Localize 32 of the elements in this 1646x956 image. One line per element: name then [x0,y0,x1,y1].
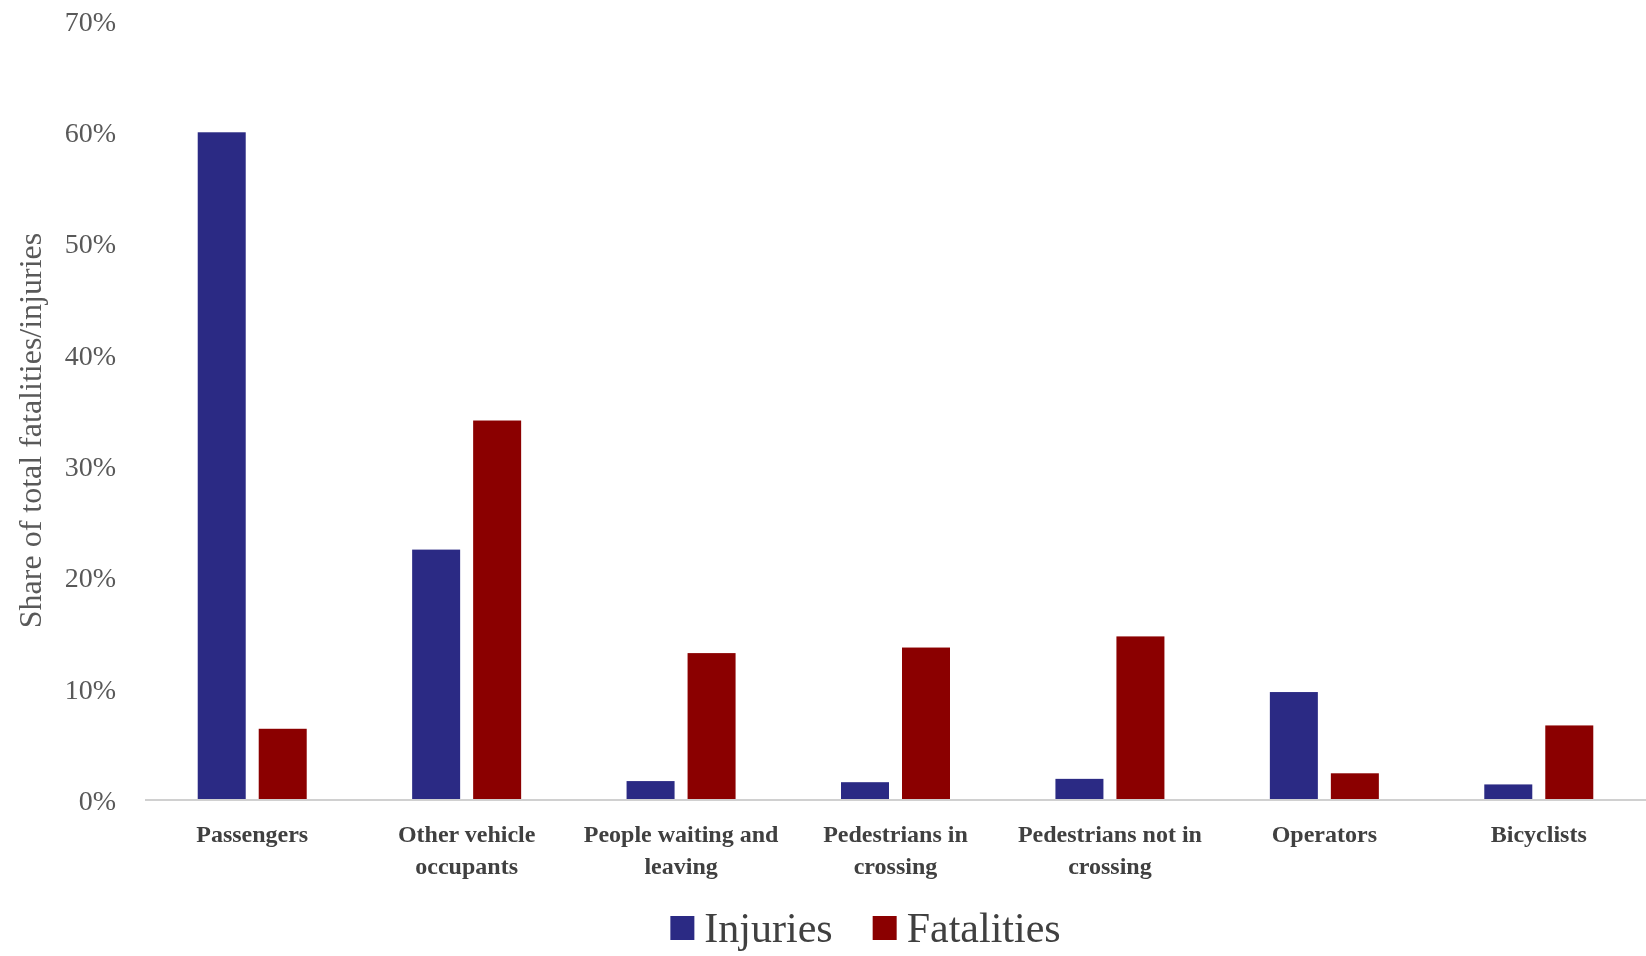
x-tick-label: Operators [1271,821,1378,847]
bar [1116,636,1165,800]
bar [473,420,522,800]
y-tick-label: 10% [64,673,116,705]
y-tick-label: 0% [78,784,116,816]
x-tick-label: Bicyclists [1490,821,1587,847]
y-axis-title: Share of total fatalities/injuries [12,232,48,629]
bar [841,782,889,800]
bar [626,781,675,800]
legend-label: Fatalities [906,905,1061,951]
y-tick-label: 20% [64,562,116,594]
bar [1269,692,1318,800]
bar [1055,778,1104,800]
y-tick-label: 50% [64,228,116,260]
y-tick-label: 70% [64,5,116,37]
x-tick-label: Passengers [196,821,309,847]
bar [412,549,461,800]
bar [902,647,950,800]
bar [1330,773,1379,800]
bar [687,653,736,800]
x-tick-label: Pedestrians in crossing [823,821,968,879]
legend-label: Injuries [704,905,833,951]
x-tick-label: People waiting and leaving [583,821,780,879]
bar [197,132,246,800]
y-tick-label: 40% [64,339,116,371]
y-tick-label: 60% [64,117,116,149]
y-tick-label: 30% [64,450,116,482]
bar [1545,725,1594,800]
x-tick-label: Pedestrians not in crossing [1017,821,1202,879]
x-tick-label: Other vehicle occupants [397,821,536,879]
bar [1484,784,1533,800]
bar [258,728,307,800]
